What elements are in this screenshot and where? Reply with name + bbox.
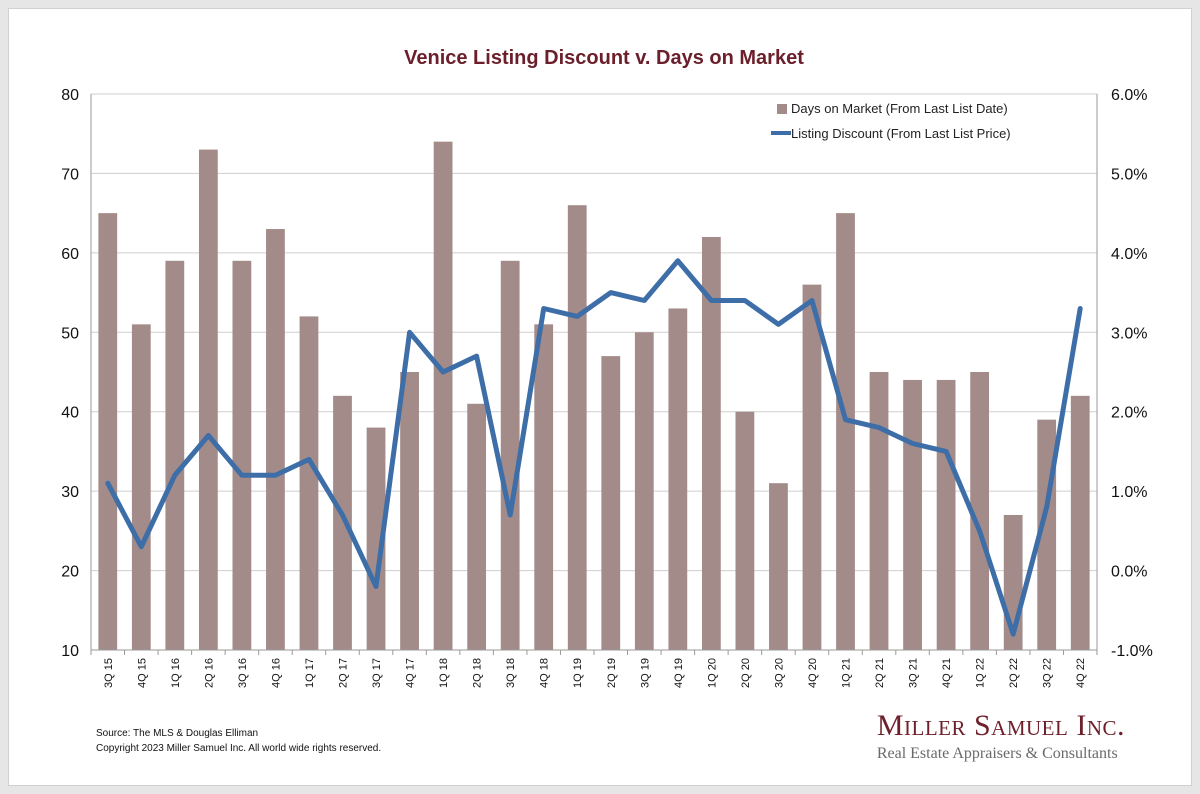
bar [400,372,419,650]
x-tick-label: 1Q 17 [304,658,316,688]
bar [98,213,118,650]
x-tick-label: 3Q 17 [371,658,383,688]
x-tick-label: 2Q 16 [203,658,215,688]
line-series [105,258,1083,637]
x-tick-label: 3Q 18 [505,658,517,688]
y-left-tick-label: 30 [61,484,79,501]
x-tick-label: 3Q 19 [639,658,651,688]
x-tick-label: 4Q 22 [1075,658,1087,688]
bar [534,324,554,650]
grid [91,93,1097,651]
bar [970,372,990,650]
chart-frame: Venice Listing Discount v. Days on Marke… [8,8,1192,786]
bar [500,260,520,650]
y-left-tick-label: 50 [61,325,79,342]
bar [467,403,487,650]
x-tick-label: 2Q 17 [338,658,350,688]
bar [433,141,453,650]
bar [836,213,855,650]
bar [634,332,654,650]
y-right-tick-label: 3.0% [1111,325,1147,342]
legend-bar-swatch [777,104,787,114]
bar [299,316,319,650]
bar [802,284,822,650]
x-tick-label: 4Q 19 [673,658,685,688]
copyright-text: Copyright 2023 Miller Samuel Inc. All wo… [96,743,382,754]
bar [266,229,285,650]
x-tick-label: 3Q 21 [908,658,920,688]
y-right-tick-label: 2.0% [1111,405,1147,422]
x-tick-label: 4Q 18 [539,658,551,688]
x-tick-label: 1Q 16 [170,658,182,688]
y-left-tick-label: 20 [61,564,79,581]
y-right-tick-label: -1.0% [1111,643,1153,660]
y-left-tick-label: 80 [61,87,79,104]
x-tick-label: 2Q 19 [606,658,618,688]
x-tick-label: 3Q 20 [773,658,785,688]
bar [869,372,889,650]
x-tick-label: 2Q 21 [874,658,886,688]
legend: Days on Market (From Last List Date) List… [771,101,1011,141]
legend-label-days-on-market: Days on Market (From Last List Date) [791,101,1008,116]
y-right-tick-label: 6.0% [1111,87,1147,104]
bar [198,149,218,650]
bar [903,379,922,650]
x-tick-label: 1Q 19 [572,658,584,688]
chart-title: Venice Listing Discount v. Days on Marke… [404,47,804,69]
y-left-tick-label: 40 [61,405,79,422]
y-left-tick-label: 70 [61,166,79,183]
x-tick-label: 2Q 20 [740,658,752,688]
y-right-tick-label: 4.0% [1111,246,1147,263]
bar [366,427,386,650]
bar [936,379,956,650]
bar-series [98,141,1090,650]
bar [601,356,621,650]
y-right-tick-label: 1.0% [1111,484,1147,501]
source-note: Source: The MLS & Douglas Elliman Copyri… [96,726,381,756]
bar [668,308,688,650]
source-text: Source: The MLS & Douglas Elliman [96,728,259,739]
x-tick-label: 1Q 21 [841,658,853,688]
bar [1070,395,1090,650]
x-tick-label: 1Q 18 [438,658,450,688]
bar [701,236,721,650]
company-logo: Miller Samuel Inc. Real Estate Appraiser… [877,709,1125,763]
legend-label-listing-discount: Listing Discount (From Last List Price) [791,126,1011,141]
x-tick-label: 1Q 22 [975,658,987,688]
x-tick-label: 3Q 15 [103,658,115,688]
x-tick-label: 2Q 22 [1008,658,1020,688]
bar [735,411,755,650]
bar [769,483,788,650]
bar [232,260,252,650]
x-tick-label: 3Q 22 [1042,658,1054,688]
x-tick-label: 4Q 21 [941,658,953,688]
y-right-tick-label: 5.0% [1111,166,1147,183]
bar [131,324,151,650]
x-tick-label: 1Q 20 [706,658,718,688]
logo-tagline: Real Estate Appraisers & Consultants [876,745,1118,762]
x-tick-label: 4Q 17 [405,658,417,688]
x-tick-label: 4Q 16 [270,658,282,688]
x-tick-label: 3Q 16 [237,658,249,688]
chart: Venice Listing Discount v. Days on Marke… [61,47,1153,688]
bar [165,260,185,650]
x-tick-label: 4Q 15 [136,658,148,688]
line-path [105,258,1083,637]
y-right-tick-label: 0.0% [1111,564,1147,581]
axes: 80 6.0% 70 5.0% 60 4.0% 50 3.0% 40 2.0% 30 1.0% 20 0.… [61,87,1153,688]
bar [567,205,587,650]
x-tick-label: 4Q 20 [807,658,819,688]
y-left-tick-label: 60 [61,246,79,263]
y-left-tick-label: 10 [61,643,79,660]
bar [333,395,352,650]
logo-name: Miller Samuel Inc. [876,709,1125,742]
x-tick-label: 2Q 18 [472,658,484,688]
